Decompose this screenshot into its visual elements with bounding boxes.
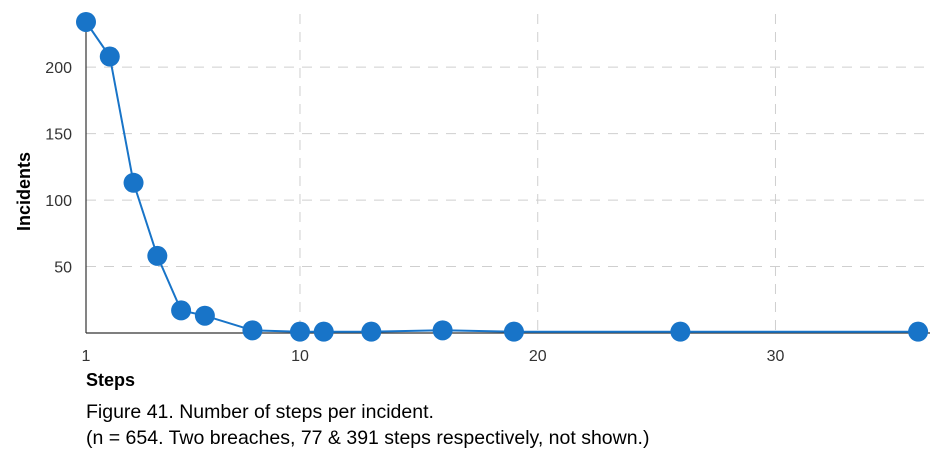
data-point [432, 320, 453, 341]
x-axis-title: Steps [86, 370, 135, 390]
x-tick-label: 1 [82, 348, 91, 365]
data-point [76, 11, 96, 32]
data-point [171, 300, 192, 321]
data-point [123, 172, 144, 193]
axes [85, 14, 930, 334]
data-point [289, 321, 310, 342]
data-point [242, 320, 263, 341]
data-point [361, 321, 382, 342]
y-tick-label: 150 [45, 127, 72, 144]
data-point [313, 321, 334, 342]
data-point [99, 46, 120, 67]
grid-lines [86, 14, 930, 333]
y-tick-label: 200 [45, 60, 72, 77]
data-point [503, 321, 524, 342]
caption-line-1: Figure 41. Number of steps per incident. [86, 401, 434, 423]
x-tick-label: 20 [529, 348, 547, 365]
x-tick-label: 10 [291, 348, 309, 365]
y-tick-label: 50 [54, 260, 72, 277]
figure-caption: Figure 41. Number of steps per incident.… [86, 399, 926, 451]
y-tick-label: 100 [45, 193, 72, 210]
data-point [908, 321, 929, 342]
y-axis-title: Incidents [14, 152, 34, 231]
data-point [194, 305, 215, 326]
data-series [76, 11, 929, 342]
series-line [85, 21, 919, 333]
x-tick-label: 30 [767, 348, 785, 365]
data-point [670, 321, 691, 342]
caption-line-2: (n = 654. Two breaches, 77 & 391 steps r… [86, 427, 650, 449]
data-point [147, 245, 168, 266]
